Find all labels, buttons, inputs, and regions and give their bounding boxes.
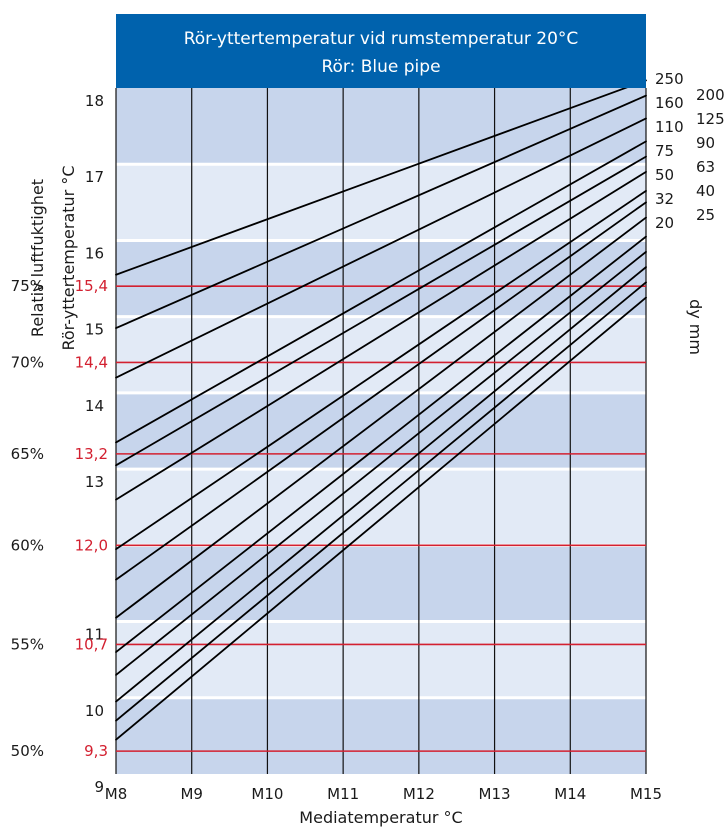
- x-tick-label: M13: [479, 785, 511, 803]
- band-15: [116, 240, 646, 317]
- dimension-axis-title: dy mm: [686, 299, 705, 355]
- series-lines: [115, 79, 647, 741]
- band-10: [116, 621, 646, 698]
- x-tick-label: M10: [251, 785, 283, 803]
- x-tick-label: M15: [630, 785, 662, 803]
- reference-lines: [116, 285, 646, 752]
- series-line-50: [115, 216, 647, 619]
- reference-labels: 15,4 75% 14,4 70% 13,2 65% 12,0 60% 10,7 55% 9,3 50…: [11, 277, 108, 760]
- band-17: [116, 88, 646, 165]
- humidity-label: 70%: [11, 353, 44, 371]
- y-tick-label: 17: [85, 168, 104, 186]
- y-tick-label: 15: [85, 321, 104, 339]
- humidity-label: 50%: [11, 742, 44, 760]
- dimension-label: 50: [655, 166, 674, 184]
- dimension-label: 63: [696, 158, 715, 176]
- reference-value-label: 13,2: [75, 445, 108, 463]
- series-line-40: [115, 235, 647, 653]
- y-tick-label: 14: [85, 397, 104, 415]
- reference-value-label: 9,3: [84, 742, 108, 760]
- reference-value-label: 12,0: [75, 536, 108, 554]
- dimension-label: 90: [696, 134, 715, 152]
- series-line-32: [115, 250, 647, 676]
- series-line-160: [115, 117, 647, 379]
- y-tick-label: 11: [85, 626, 104, 644]
- x-tick-labels: M8 M9 M10 M11 M12 M13 M14 M15: [105, 785, 662, 803]
- humidity-label: 75%: [11, 277, 44, 295]
- x-tick-label: M11: [327, 785, 359, 803]
- reference-value-label: 14,4: [75, 353, 108, 371]
- reference-value-label: 10,7: [75, 635, 108, 653]
- series-line-110: [115, 155, 647, 467]
- series-line-250: [115, 79, 647, 276]
- band-12: [116, 469, 646, 546]
- x-tick-label: M8: [105, 785, 128, 803]
- y-tick-label: 13: [85, 473, 104, 491]
- series-line-125: [115, 140, 647, 444]
- y-axis-title: Rör-yttertemperatur °C: [59, 165, 78, 350]
- x-tick-label: M9: [180, 785, 203, 803]
- dimension-label: 32: [655, 190, 674, 208]
- series-line-20: [115, 281, 647, 722]
- band-13: [116, 392, 646, 470]
- x-tick-label: M14: [554, 785, 586, 803]
- dimension-label: 40: [696, 182, 715, 200]
- chart-title: Rör-yttertemperatur vid rumstemperatur 2…: [184, 29, 579, 49]
- reference-value-label: 15,4: [75, 277, 108, 295]
- y-tick-label: 18: [85, 92, 104, 110]
- series-line-75: [115, 189, 647, 551]
- dimension-label: 20: [655, 214, 674, 232]
- band-14: [116, 316, 646, 393]
- dimension-label: 75: [655, 142, 674, 160]
- humidity-label: 55%: [11, 635, 44, 653]
- chart-subtitle: Rör: Blue pipe: [321, 57, 440, 77]
- series-line-25: [115, 266, 647, 703]
- rh-axis-title: Relativ luftfuktighet: [28, 179, 47, 337]
- dimension-label: 25: [696, 206, 715, 224]
- dimension-label: 250: [655, 70, 684, 88]
- series-line-200: [115, 94, 647, 330]
- dimension-labels: 250 160 110 75 50 32 20 200 125 90 63 40 25: [655, 70, 725, 232]
- y-tick-label: 16: [85, 244, 104, 262]
- vertical-gridlines: [115, 88, 647, 774]
- humidity-label: 65%: [11, 445, 44, 463]
- dimension-label: 160: [655, 94, 684, 112]
- x-tick-label: M12: [403, 785, 435, 803]
- y-tick-label: 10: [85, 702, 104, 720]
- humidity-label: 60%: [11, 536, 44, 554]
- series-line-90: [115, 170, 647, 501]
- y-tick-labels: 9 10 11 13 14 15 16 17 18: [85, 92, 104, 796]
- dimension-label: 110: [655, 118, 684, 136]
- band-9: [116, 697, 646, 774]
- title-box: [116, 14, 646, 88]
- background-bands: [116, 88, 646, 774]
- x-axis-title: Mediatemperatur °C: [299, 808, 462, 827]
- series-line-unlabeled-13: [115, 296, 647, 741]
- series-line-63: [115, 201, 647, 581]
- dimension-label: 125: [696, 110, 725, 128]
- y-tick-label: 9: [94, 778, 104, 796]
- dimension-label: 200: [696, 86, 725, 104]
